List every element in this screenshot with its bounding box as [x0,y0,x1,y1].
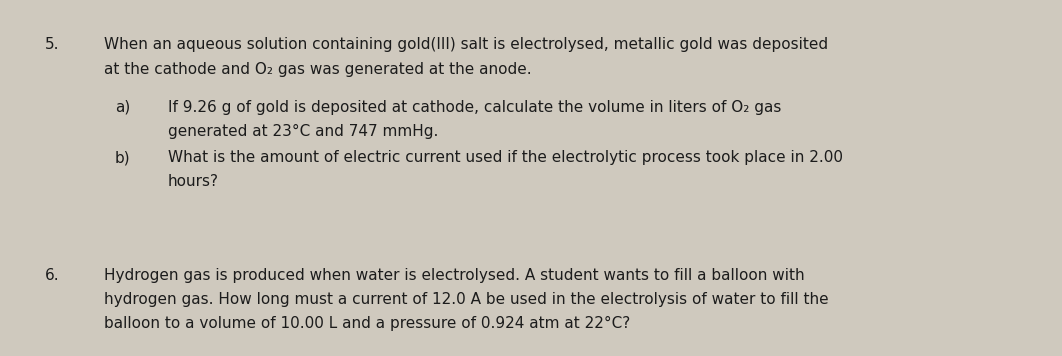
Text: 6.: 6. [45,268,59,283]
Text: hydrogen gas. How long must a current of 12.0 A be used in the electrolysis of w: hydrogen gas. How long must a current of… [104,292,828,307]
Text: b): b) [115,150,131,165]
Text: at the cathode and O₂ gas was generated at the anode.: at the cathode and O₂ gas was generated … [104,62,532,77]
Text: generated at 23°C and 747 mmHg.: generated at 23°C and 747 mmHg. [168,124,439,139]
Text: If 9.26 g of gold is deposited at cathode, calculate the volume in liters of O₂ : If 9.26 g of gold is deposited at cathod… [168,100,782,115]
Text: When an aqueous solution containing gold(III) salt is electrolysed, metallic gol: When an aqueous solution containing gold… [104,37,828,52]
Text: What is the amount of electric current used if the electrolytic process took pla: What is the amount of electric current u… [168,150,843,165]
Text: Hydrogen gas is produced when water is electrolysed. A student wants to fill a b: Hydrogen gas is produced when water is e… [104,268,805,283]
Text: hours?: hours? [168,174,219,189]
Text: 5.: 5. [45,37,59,52]
Text: a): a) [115,100,130,115]
Text: balloon to a volume of 10.00 L and a pressure of 0.924 atm at 22°C?: balloon to a volume of 10.00 L and a pre… [104,316,631,331]
